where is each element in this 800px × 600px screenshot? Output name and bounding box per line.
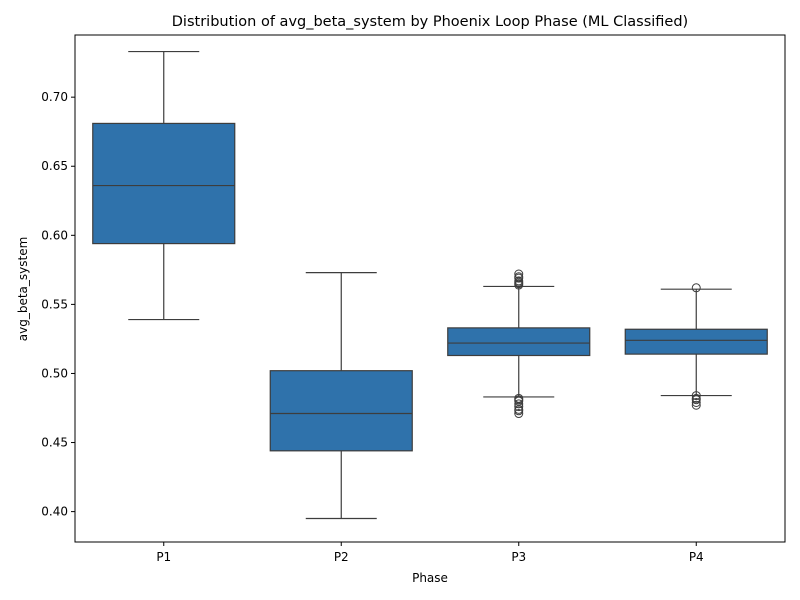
- outlier-point: [514, 393, 524, 403]
- x-tick-label: P3: [511, 550, 526, 564]
- outlier-point: [691, 400, 701, 410]
- outlier-point: [691, 283, 701, 293]
- box-group-p1: [92, 50, 236, 321]
- x-tick-label: P2: [334, 550, 349, 564]
- box: [269, 370, 413, 452]
- box-group-p4: [624, 283, 768, 410]
- y-axis-label: avg_beta_system: [16, 237, 30, 342]
- y-tick-label: 0.40: [41, 505, 68, 519]
- outlier-point: [514, 272, 524, 282]
- y-axis: 0.40 0.45 0.50 0.55 0.60 0.65 0.70: [41, 90, 75, 519]
- plot-frame: [74, 34, 786, 543]
- outlier-point: [514, 269, 524, 279]
- plot-area: [74, 34, 786, 543]
- box: [447, 327, 591, 357]
- chart-title: Distribution of avg_beta_system by Phoen…: [172, 14, 688, 30]
- y-tick-label: 0.55: [41, 297, 68, 311]
- outlier-point: [691, 397, 701, 407]
- y-tick-label: 0.70: [41, 90, 68, 104]
- x-axis-label: Phase: [412, 571, 448, 585]
- outlier-point: [691, 393, 701, 403]
- box-group-p3: [447, 269, 591, 419]
- outlier-point: [691, 391, 701, 401]
- x-tick-label: P4: [689, 550, 704, 564]
- y-tick-label: 0.60: [41, 228, 68, 242]
- box: [92, 122, 236, 245]
- box: [624, 328, 768, 355]
- box-group-p2: [269, 272, 413, 520]
- y-tick-label: 0.65: [41, 159, 68, 173]
- x-axis: P1 P2 P3 P4: [156, 542, 704, 564]
- outlier-point: [514, 409, 524, 419]
- outlier-point: [514, 276, 524, 286]
- y-tick-label: 0.45: [41, 436, 68, 450]
- x-tick-label: P1: [156, 550, 171, 564]
- y-tick-label: 0.50: [41, 366, 68, 380]
- outlier-point: [514, 399, 524, 409]
